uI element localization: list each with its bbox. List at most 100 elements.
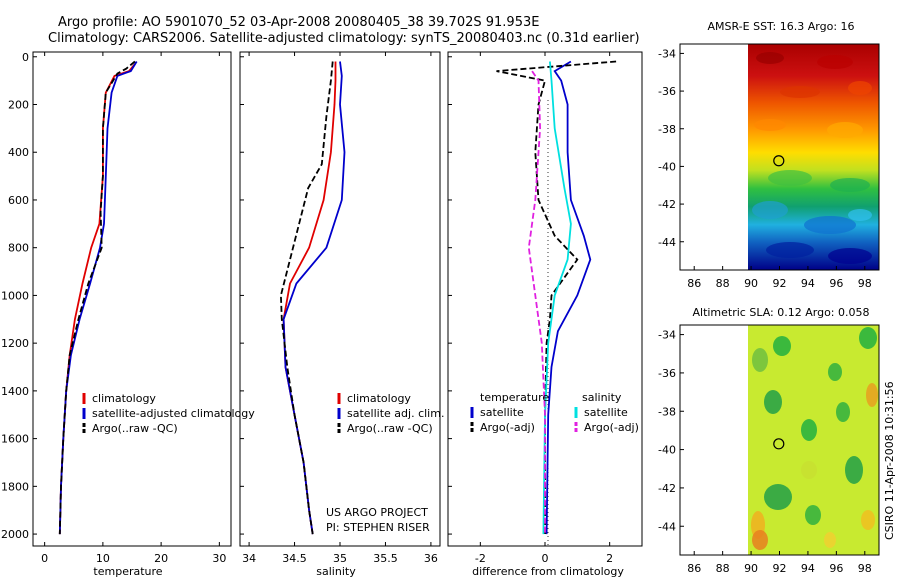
sla-xtick-label: 86 <box>687 562 701 575</box>
temperature-ytick-label: 800 <box>8 242 29 255</box>
salinity-legend-label: climatology <box>347 392 411 405</box>
temperature-ytick-label: 1800 <box>1 480 29 493</box>
temperature-panel: 0 10 20 30 0 200 400 600 800 1000 1200 1400 1600 1800… <box>1 51 255 578</box>
temperature-legend-label: satellite-adjusted climatology <box>92 407 255 420</box>
sst-xtick-label: 88 <box>716 277 730 290</box>
figure-title-line1: Argo profile: AO 5901070_52 03-Apr-2008 … <box>58 15 539 30</box>
sst-ytick-label: -38 <box>658 123 676 136</box>
sla-texture-patch <box>805 505 821 525</box>
sla-xtick-label: 94 <box>801 562 815 575</box>
difference-series-temperature-argo-adj <box>496 60 617 535</box>
temperature-ytick-label: 1400 <box>1 385 29 398</box>
salinity-axes-frame <box>239 51 441 547</box>
sst-texture-patch <box>756 52 784 64</box>
csiro-timestamp: CSIRO 11-Apr-2008 10:31:56 <box>883 381 896 540</box>
salinity-xtick-label: 35.5 <box>373 552 398 565</box>
sst-texture-patch <box>780 86 820 98</box>
sla-xtick-label: 88 <box>716 562 730 575</box>
sst-ytick-label: -34 <box>658 47 676 60</box>
temperature-series-climatology <box>58 63 136 535</box>
temperature-series-satellite-adjusted-climatology <box>58 61 138 535</box>
difference-series-salinity-satellite <box>542 61 572 535</box>
temperature-axes-frame <box>32 51 232 547</box>
sst-xtick-label: 90 <box>744 277 758 290</box>
salinity-xtick-label: 36 <box>424 552 438 565</box>
sst-xtick-label: 96 <box>829 277 843 290</box>
sst-texture-patch <box>827 122 863 138</box>
sst-texture-patch <box>848 81 872 95</box>
sst-ytick-label: -36 <box>658 85 676 98</box>
sla-xtick-label: 96 <box>829 562 843 575</box>
salinity-legend-label: Argo(..raw -QC) <box>347 422 433 435</box>
sst-texture-patch <box>752 201 788 219</box>
sst-xtick-label: 94 <box>801 277 815 290</box>
sla-texture-patch <box>764 484 792 510</box>
difference-legend-header: temperature <box>480 391 549 404</box>
salinity-series-satellite-adj-clim <box>282 61 346 535</box>
difference-panel: -2 0 2 difference from climatology tempera… <box>447 51 643 578</box>
figure-title-line2: Climatology: CARS2006. Satellite-adjuste… <box>48 31 640 46</box>
difference-legend-label: Argo(-adj) <box>480 421 535 434</box>
sla-map-title: Altimetric SLA: 0.12 Argo: 0.058 <box>692 306 869 319</box>
temperature-xtick-label: 30 <box>212 552 226 565</box>
sst-ytick-label: -40 <box>658 160 676 173</box>
temperature-ytick-label: 0 <box>22 51 29 64</box>
sla-xtick-label: 90 <box>744 562 758 575</box>
sla-ytick-label: -34 <box>658 329 676 342</box>
salinity-xlabel: salinity <box>316 565 356 578</box>
sst-xtick-label: 86 <box>687 277 701 290</box>
difference-xtick-label: -2 <box>475 552 486 565</box>
difference-series-salinity-argo-adj <box>527 70 546 535</box>
difference-legend-label: satellite <box>480 406 524 419</box>
difference-legend-label: satellite <box>584 406 628 419</box>
temperature-ytick-label: 1200 <box>1 337 29 350</box>
sla-texture-patch <box>764 390 782 414</box>
sst-texture-patch <box>804 216 856 234</box>
sla-ytick-label: -38 <box>658 405 676 418</box>
sst-argo-position-marker <box>773 155 785 167</box>
project-pi: PI: STEPHEN RISER <box>326 521 430 534</box>
sst-heatmap-image <box>748 44 879 270</box>
project-name: US ARGO PROJECT <box>326 506 428 519</box>
sla-texture-patch <box>752 348 768 372</box>
sst-texture-patch <box>754 119 786 131</box>
sst-map-title: AMSR-E SST: 16.3 Argo: 16 <box>707 20 854 33</box>
temperature-xlabel: temperature <box>93 565 162 578</box>
sst-texture-patch <box>830 178 870 192</box>
sla-argo-position-marker <box>773 438 785 450</box>
difference-xtick-label: 0 <box>542 552 549 565</box>
sla-xtick-label: 98 <box>858 562 872 575</box>
sla-texture-patch <box>866 383 878 407</box>
sla-ytick-label: -40 <box>658 444 676 457</box>
sla-texture-patch <box>836 402 850 422</box>
sst-ytick-label: -44 <box>658 236 676 249</box>
sla-texture-patch <box>801 461 817 479</box>
temperature-ytick-label: 200 <box>8 99 29 112</box>
difference-xlabel: difference from climatology <box>472 565 624 578</box>
temperature-series-argo-raw-qc <box>58 60 136 535</box>
temperature-ytick-label: 1000 <box>1 289 29 302</box>
sla-ytick-label: -42 <box>658 482 676 495</box>
sst-texture-patch <box>817 55 853 69</box>
sla-xtick-label: 92 <box>773 562 787 575</box>
sst-texture-patch <box>848 209 872 221</box>
salinity-xtick-label: 35 <box>333 552 347 565</box>
sla-map-panel: Altimetric SLA: 0.12 Argo: 0.058 86 88 90 9… <box>658 306 880 575</box>
temperature-xtick-label: 0 <box>41 552 48 565</box>
temperature-legend-label: climatology <box>92 392 156 405</box>
temperature-ytick-label: 2000 <box>1 528 29 541</box>
salinity-xtick-label: 34.5 <box>282 552 307 565</box>
temperature-xtick-label: 10 <box>96 552 110 565</box>
sla-texture-patch <box>773 336 791 356</box>
difference-xtick-label: 2 <box>606 552 613 565</box>
sla-texture-patch <box>828 363 842 381</box>
sst-texture-patch <box>768 170 812 186</box>
sst-xtick-label: 98 <box>858 277 872 290</box>
sla-ytick-label: -44 <box>658 520 676 533</box>
salinity-legend-label: satellite adj. clim. <box>347 407 444 420</box>
sla-texture-patch <box>859 327 877 349</box>
sla-texture-patch <box>801 419 817 441</box>
temperature-ytick-label: 400 <box>8 146 29 159</box>
sst-map-panel: AMSR-E SST: 16.3 Argo: 16 86 88 90 92 94 96 98… <box>658 20 880 290</box>
